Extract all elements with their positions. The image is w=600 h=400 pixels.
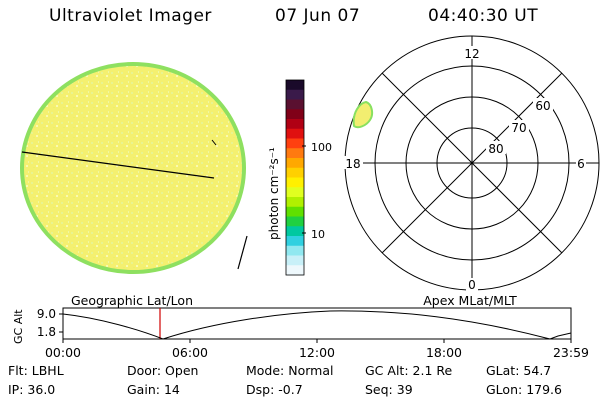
app-title: Ultraviolet Imager (49, 6, 212, 26)
colorbar-swatch (286, 245, 304, 257)
time-label: 04:40:30 UT (428, 6, 539, 26)
colorbar-swatch (286, 177, 304, 188)
info-dsp: Dsp: -0.7 (246, 382, 303, 397)
info-ip: IP: 36.0 (8, 382, 56, 397)
info-gain: Gain: 14 (127, 382, 180, 397)
coast-fragment (211, 139, 217, 146)
colorbar-swatch (286, 236, 304, 247)
info-flt: Flt: LBHL (8, 363, 64, 378)
terminator-line (21, 151, 215, 179)
mlt-label-6: 6 (577, 157, 585, 171)
info-glon: GLon: 179.6 (486, 382, 562, 397)
info-seq: Seq: 39 (365, 382, 413, 397)
mlat-label-80: 80 (488, 142, 503, 156)
colorbar-swatch (286, 158, 304, 169)
colorbar (285, 79, 305, 276)
auroral-patch (352, 100, 374, 129)
timeline-y-title: GC Alt (12, 309, 25, 344)
mlat-label-60: 60 (535, 99, 550, 113)
apex-caption: Apex MLat/MLT (423, 293, 517, 308)
timeline-xtick-2: 12:00 (299, 345, 335, 360)
geographic-view (20, 62, 248, 274)
mlt-label-0: 0 (468, 278, 476, 292)
date-label: 07 Jun 07 (275, 6, 361, 26)
timeline-ytick-1.8: 1.8 (37, 325, 56, 339)
colorbar-swatch (286, 128, 304, 140)
mlat-label-70: 70 (511, 121, 526, 135)
info-glat: GLat: 54.7 (486, 363, 552, 378)
coast-fragment (237, 235, 248, 270)
geographic-caption: Geographic Lat/Lon (71, 293, 193, 308)
colorbar-swatch (286, 206, 304, 218)
earth-disk (20, 62, 246, 274)
timeline-xtick-4: 23:59 (553, 345, 589, 360)
mlt-label-18: 18 (345, 157, 360, 171)
colorbar-swatch (286, 255, 304, 266)
altitude-timeline (59, 307, 572, 343)
colorbar-swatch (286, 148, 304, 159)
colorbar-tick-10: 10 (311, 228, 325, 241)
colorbar-swatch (286, 187, 304, 198)
colorbar-frame (285, 79, 305, 276)
colorbar-swatch (286, 89, 304, 101)
info-mode: Mode: Normal (246, 363, 334, 378)
colorbar-swatch (286, 119, 304, 130)
colorbar-swatch (286, 138, 304, 149)
mlt-label-12: 12 (464, 47, 479, 61)
colorbar-swatch (286, 99, 304, 110)
colorbar-swatch (286, 216, 304, 227)
colorbar-tick-100: 100 (311, 141, 332, 154)
colorbar-unit-label: photon cm⁻²s⁻¹ (267, 147, 281, 240)
colorbar-swatch (286, 80, 304, 91)
timeline-xtick-3: 18:00 (426, 345, 462, 360)
colorbar-swatch (286, 167, 304, 179)
info-gc-alt: GC Alt: 2.1 Re (365, 363, 453, 378)
altitude-curve (62, 310, 572, 340)
timeline-ytick-9: 9.0 (37, 307, 56, 321)
timeline-xtick-1: 06:00 (172, 345, 208, 360)
colorbar-swatch (286, 197, 304, 208)
colorbar-swatch (286, 109, 304, 120)
info-door: Door: Open (127, 363, 199, 378)
polar-grid (344, 35, 600, 291)
colorbar-swatch (286, 265, 304, 276)
timeline-xtick-0: 00:00 (45, 345, 81, 360)
colorbar-swatch (286, 226, 304, 237)
